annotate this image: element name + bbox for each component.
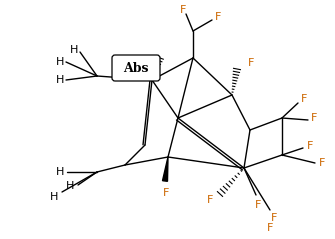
- Text: H: H: [50, 192, 58, 202]
- Text: H: H: [56, 57, 64, 67]
- Polygon shape: [162, 157, 168, 181]
- Text: F: F: [255, 200, 261, 210]
- Text: F: F: [307, 141, 313, 151]
- Text: F: F: [207, 195, 213, 205]
- FancyBboxPatch shape: [112, 55, 160, 81]
- Text: H: H: [70, 45, 78, 55]
- Text: F: F: [267, 223, 273, 233]
- Text: F: F: [319, 158, 325, 168]
- Text: F: F: [271, 213, 277, 223]
- Text: F: F: [180, 5, 186, 15]
- Text: Abs: Abs: [123, 61, 149, 75]
- Text: F: F: [215, 12, 221, 22]
- Text: F: F: [163, 188, 169, 198]
- Text: F: F: [311, 113, 317, 123]
- Text: H: H: [56, 167, 64, 177]
- Text: H: H: [56, 75, 64, 85]
- Text: F: F: [301, 94, 307, 104]
- Text: F: F: [248, 58, 254, 68]
- Text: H: H: [66, 181, 74, 191]
